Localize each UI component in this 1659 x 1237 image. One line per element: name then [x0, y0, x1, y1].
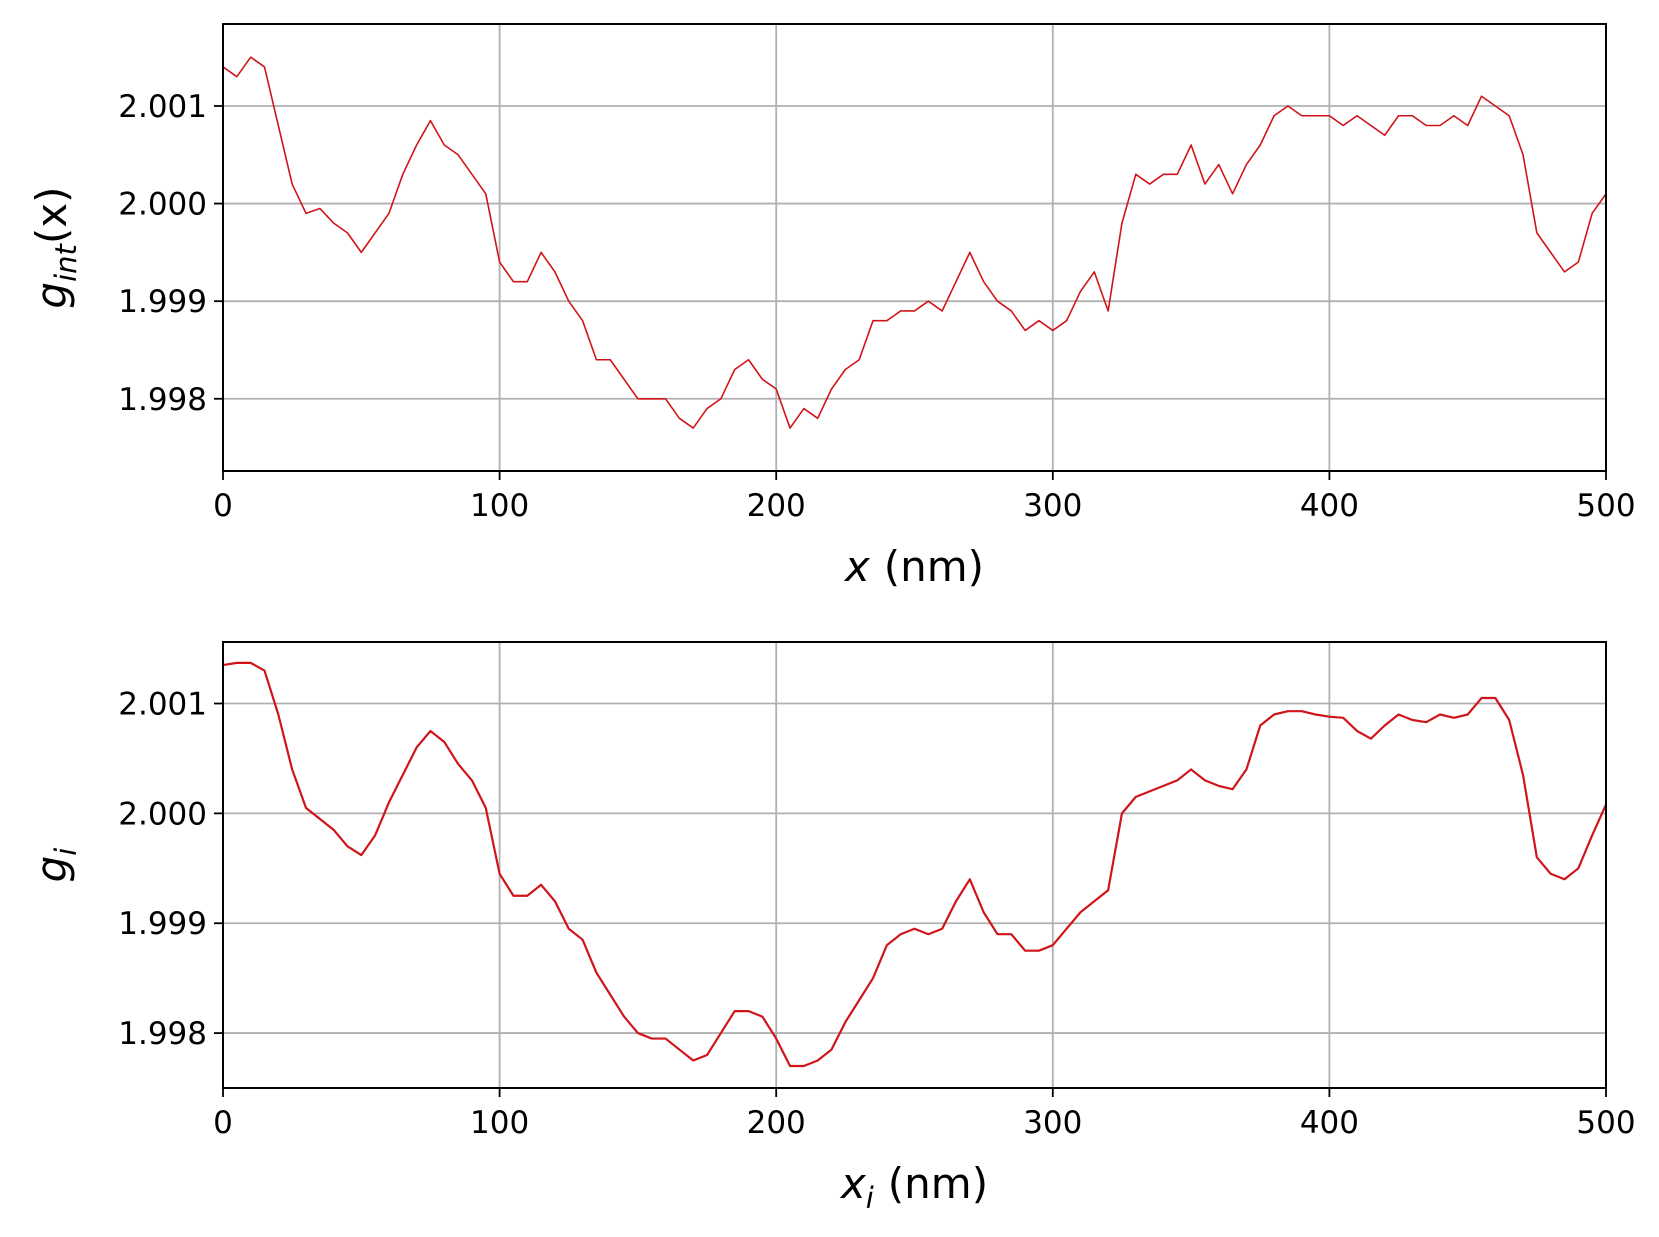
label-base: x	[843, 542, 871, 591]
y-tick-label: 2.000	[118, 796, 207, 832]
x-axis-label: xi (nm)	[839, 1159, 988, 1215]
data-line	[223, 661, 1606, 1068]
x-tick-label: 400	[1300, 488, 1359, 524]
x-tick-label: 300	[1023, 488, 1082, 524]
label-sub: i	[49, 848, 83, 856]
y-tick-label: 2.001	[118, 89, 207, 125]
x-tick-label: 500	[1576, 1105, 1635, 1141]
label-base: x	[839, 1159, 867, 1208]
x-tick-label: 100	[470, 1105, 529, 1141]
data-line	[223, 56, 1606, 429]
y-axis-label: gi	[27, 848, 83, 883]
label-tail: (x)	[27, 186, 76, 244]
x-tick-label: 300	[1023, 1105, 1082, 1141]
y-tick-label: 1.999	[118, 284, 207, 320]
x-axis-label: x (nm)	[843, 542, 984, 591]
label-sub: i	[866, 1181, 874, 1215]
label-base: g	[27, 856, 76, 883]
x-tick-label: 400	[1300, 1105, 1359, 1141]
plot-frame	[222, 641, 1607, 1089]
x-tick-label: 0	[213, 1105, 233, 1141]
y-tick-label: 2.000	[118, 187, 207, 223]
x-tick-label: 500	[1576, 488, 1635, 524]
label-sub: int	[49, 242, 83, 281]
y-axis-label: gint(x)	[27, 186, 83, 308]
x-tick-label: 0	[213, 488, 233, 524]
label-tail: (nm)	[888, 1159, 988, 1208]
y-tick-label: 2.001	[118, 687, 207, 723]
label-base: g	[27, 282, 76, 309]
label-tail: (nm)	[884, 542, 984, 591]
x-tick-label: 100	[470, 488, 529, 524]
x-tick-label: 200	[747, 1105, 806, 1141]
y-tick-label: 1.999	[118, 906, 207, 942]
plot-frame	[222, 23, 1607, 472]
x-tick-label: 200	[747, 488, 806, 524]
y-tick-label: 1.998	[118, 1016, 207, 1052]
y-tick-label: 1.998	[118, 382, 207, 418]
